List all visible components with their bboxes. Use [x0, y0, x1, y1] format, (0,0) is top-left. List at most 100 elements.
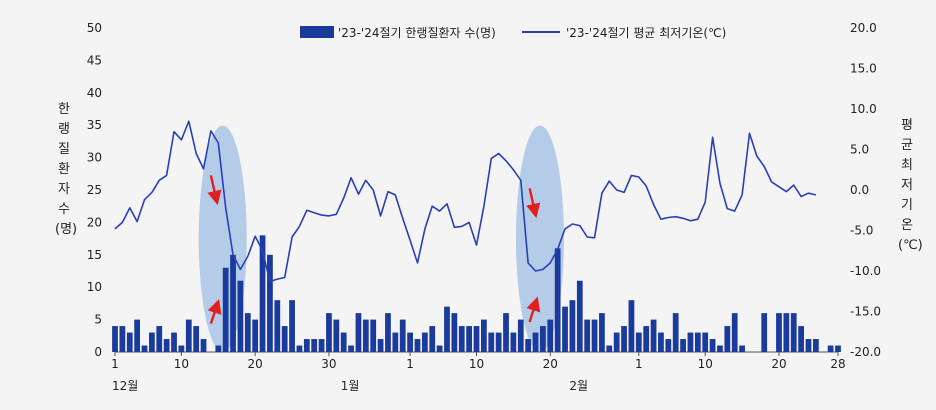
- bar: [717, 345, 723, 352]
- bar: [429, 326, 436, 352]
- bar: [289, 300, 295, 352]
- bar: [163, 339, 170, 352]
- bar: [643, 326, 650, 352]
- bar: [731, 313, 738, 352]
- bar: [392, 332, 399, 352]
- y-right-tick-label: 10.0: [850, 102, 877, 116]
- bar: [495, 332, 502, 352]
- bar: [244, 313, 251, 352]
- bar: [274, 300, 281, 352]
- highlight-ellipse: [515, 125, 564, 352]
- bar: [377, 339, 384, 352]
- bar: [259, 235, 266, 352]
- bar: [385, 313, 391, 352]
- bar: [119, 326, 126, 352]
- bar: [554, 248, 561, 352]
- bar: [576, 280, 583, 352]
- temperature-line: [114, 120, 817, 283]
- bar: [326, 313, 332, 352]
- axes-layer: 0 5 10 15 20 25 30 35 40 45 50 -20.0 -15.0 -10.0 -5.0 0…: [87, 21, 881, 393]
- y-right-tick-label: -5.0: [850, 224, 873, 238]
- x-month-label: 12월: [112, 379, 138, 393]
- y-left-axis-label: 한랭질환자 수(명): [55, 102, 78, 237]
- line-layer: [114, 120, 817, 283]
- bar: [458, 326, 465, 352]
- bar: [407, 332, 413, 352]
- x-tick-label: 20: [771, 357, 786, 371]
- bar: [303, 339, 310, 352]
- y-left-tick-label: 25: [87, 183, 102, 197]
- bar: [156, 326, 163, 352]
- y-right-tick-label: 5.0: [850, 143, 869, 157]
- bar: [399, 319, 406, 352]
- bar: [473, 326, 480, 352]
- bar: [591, 319, 598, 352]
- bar: [569, 300, 576, 352]
- bar: [532, 332, 539, 352]
- bar: [658, 332, 664, 352]
- bar: [185, 319, 192, 352]
- x-tick-label: 1: [635, 357, 643, 371]
- y-right-tick-label: 15.0: [850, 62, 877, 76]
- bar: [547, 319, 554, 352]
- bar: [451, 313, 458, 352]
- red-arrow: [207, 175, 222, 206]
- x-tick-label: 10: [469, 357, 484, 371]
- bar: [621, 326, 627, 352]
- bar: [739, 345, 745, 352]
- bar: [340, 332, 347, 352]
- bar: [370, 319, 377, 352]
- bar: [680, 339, 686, 352]
- x-month-label: 2월: [569, 379, 588, 393]
- y-right-tick-label: -10.0: [850, 264, 881, 278]
- bar: [783, 313, 790, 352]
- bar: [650, 319, 657, 352]
- y-right-axis-label: 평균 최저기온(℃): [898, 118, 923, 253]
- bar: [790, 313, 797, 352]
- bar: [776, 313, 782, 352]
- y-left-tick-label: 10: [87, 280, 102, 294]
- y-left-tick-label: 50: [87, 21, 102, 35]
- bars-layer: [112, 235, 841, 352]
- bar: [252, 319, 259, 352]
- red-arrow: [526, 296, 541, 323]
- bar: [141, 345, 148, 352]
- y-left-tick-label: 0: [94, 345, 102, 359]
- bar: [628, 300, 635, 352]
- legend-bar-swatch: [300, 26, 334, 38]
- bar: [665, 339, 672, 352]
- bar: [466, 326, 472, 352]
- y-left-tick-label: 35: [87, 118, 102, 132]
- bar: [827, 345, 834, 352]
- y-left-tick-label: 45: [87, 53, 102, 67]
- bar: [126, 332, 133, 352]
- bar: [805, 339, 812, 352]
- bar: [694, 332, 701, 352]
- legend: '23-'24절기 한랭질환자 수(명) '23-'24절기 평균 최저기온(℃…: [300, 26, 726, 40]
- bar: [761, 313, 768, 352]
- bar: [606, 345, 613, 352]
- bar: [635, 332, 642, 352]
- bar: [362, 319, 369, 352]
- y-right-tick-label: 20.0: [850, 21, 877, 35]
- bar: [296, 345, 303, 352]
- y-right-tick-label: -20.0: [850, 345, 881, 359]
- x-tick-label: 1: [111, 357, 119, 371]
- bar: [702, 332, 709, 352]
- x-month-label: 1월: [341, 379, 360, 393]
- bar: [613, 332, 620, 352]
- bar: [237, 280, 244, 352]
- y-left-tick-label: 5: [94, 313, 102, 327]
- bar: [517, 319, 524, 352]
- bar: [444, 306, 450, 352]
- bar: [835, 345, 841, 352]
- bar: [724, 326, 731, 352]
- y-left-tick-label: 15: [87, 248, 102, 262]
- x-tick-label: 28: [830, 357, 845, 371]
- bar: [687, 332, 694, 352]
- x-tick-label: 20: [543, 357, 558, 371]
- bar: [333, 319, 340, 352]
- bar: [562, 306, 568, 352]
- legend-line-label: '23-'24절기 평균 최저기온(℃): [566, 26, 726, 40]
- bar: [230, 254, 236, 352]
